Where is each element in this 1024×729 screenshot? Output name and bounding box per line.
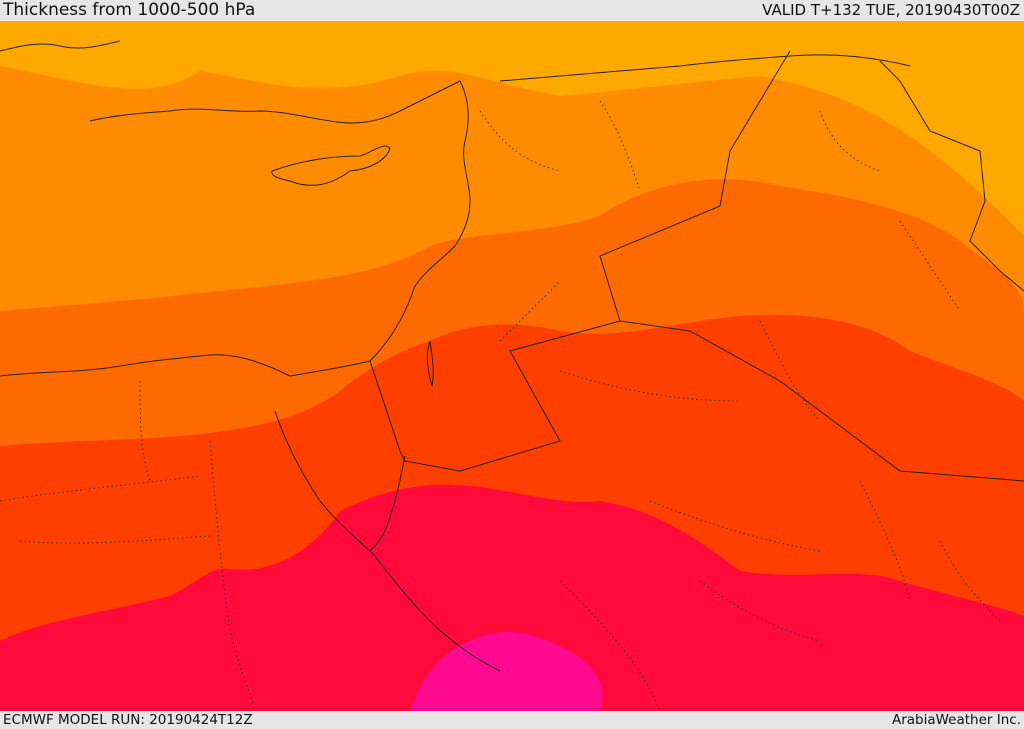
thickness-map[interactable]: [0, 21, 1024, 711]
header-bar: Thickness from 1000-500 hPa VALID T+132 …: [0, 0, 1024, 21]
model-run: ECMWF MODEL RUN: 20190424T12Z: [3, 712, 253, 728]
footer-bar: ECMWF MODEL RUN: 20190424T12Z ArabiaWeat…: [0, 711, 1024, 729]
map-canvas: [0, 21, 1024, 711]
coastline-cyprus: [271, 145, 391, 186]
band-magenta: [410, 631, 603, 711]
band-red: [0, 484, 1024, 711]
brand-credit: ArabiaWeather Inc.: [891, 712, 1021, 728]
valid-time: VALID T+132 TUE, 20190430T00Z: [762, 1, 1020, 19]
coastline-mediterranean: [0, 80, 471, 377]
coastline-north: [0, 40, 911, 82]
border-lines: [369, 50, 1024, 482]
map-title: Thickness from 1000-500 hPa: [3, 0, 256, 20]
coastline-red-sea: [274, 410, 501, 672]
admin-boundaries: [0, 100, 1001, 711]
coastline-dead-sea: [426, 340, 434, 387]
